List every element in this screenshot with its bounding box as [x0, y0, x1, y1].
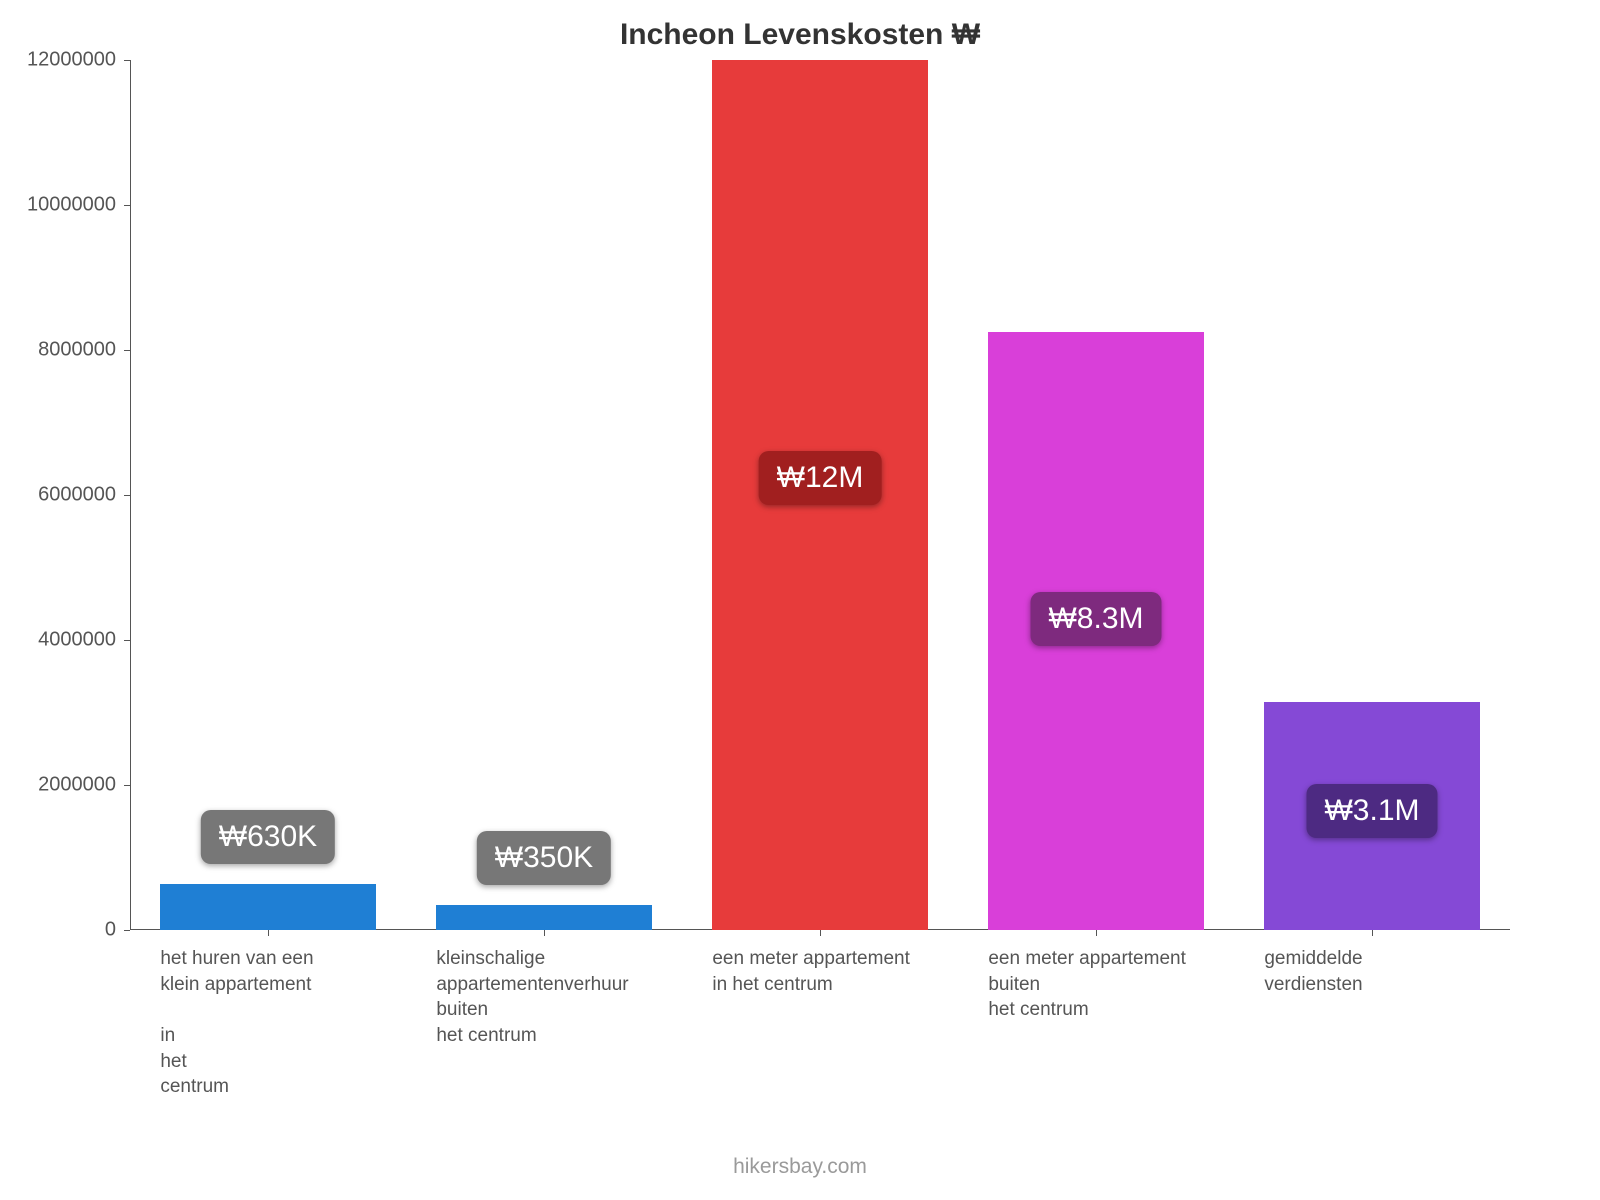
x-tick-label: het huren van een klein appartement in h…: [160, 930, 405, 1100]
x-tick-mark: [1372, 930, 1373, 936]
y-tick-mark: [124, 495, 130, 496]
y-tick-label: 10000000: [27, 194, 130, 217]
y-axis-line: [130, 60, 131, 930]
value-badge: ₩630K: [201, 810, 335, 864]
chart-title: Incheon Levenskosten ₩: [0, 18, 1600, 52]
attribution-text: hikersbay.com: [0, 1155, 1600, 1179]
y-tick-label: 12000000: [27, 49, 130, 72]
value-badge: ₩3.1M: [1306, 784, 1437, 838]
value-badge: ₩12M: [759, 451, 882, 505]
value-badge: ₩8.3M: [1030, 592, 1161, 646]
y-tick-label: 8000000: [38, 339, 130, 362]
y-tick-label: 4000000: [38, 629, 130, 652]
y-tick-mark: [124, 785, 130, 786]
x-tick-label: gemiddelde verdiensten: [1264, 930, 1509, 997]
y-tick-mark: [124, 930, 130, 931]
y-tick-mark: [124, 205, 130, 206]
y-tick-mark: [124, 350, 130, 351]
chart-container: Incheon Levenskosten ₩ 02000000400000060…: [0, 0, 1600, 1200]
x-tick-label: kleinschalige appartementenverhuur buite…: [436, 930, 681, 1049]
y-tick-label: 2000000: [38, 774, 130, 797]
x-tick-label: een meter appartement in het centrum: [712, 930, 957, 997]
y-tick-mark: [124, 640, 130, 641]
bar: [436, 905, 651, 930]
plot-area: 0200000040000006000000800000010000000120…: [130, 60, 1510, 930]
x-tick-mark: [268, 930, 269, 936]
bar: [160, 884, 375, 930]
y-tick-mark: [124, 60, 130, 61]
x-tick-label: een meter appartement buiten het centrum: [988, 930, 1233, 1023]
y-tick-label: 6000000: [38, 484, 130, 507]
x-tick-mark: [544, 930, 545, 936]
value-badge: ₩350K: [477, 831, 611, 885]
x-tick-mark: [820, 930, 821, 936]
x-tick-mark: [1096, 930, 1097, 936]
